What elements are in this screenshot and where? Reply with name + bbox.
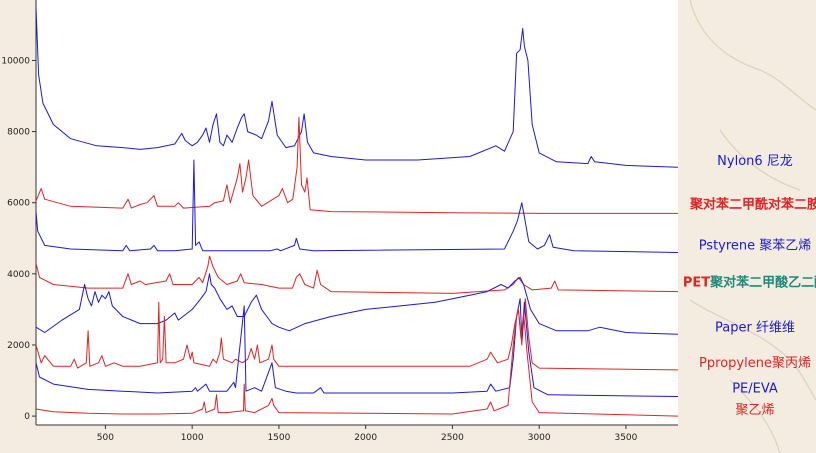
series-line-4 [35, 255, 679, 294]
series-label-part: Nylon6 尼龙 [717, 154, 793, 169]
series-line-5 [35, 273, 679, 335]
y-tick-label: 6000 [7, 199, 30, 209]
series-label-7: PE/EVA [732, 382, 778, 397]
plot-area [36, 0, 678, 425]
series-label-4: PET聚对苯二甲酸乙二酯 [683, 275, 816, 291]
series-line-7 [35, 298, 679, 397]
series-line-2 [35, 116, 678, 214]
series-label-part: Pstyrene 聚苯乙烯 [699, 239, 812, 254]
series-line-6 [35, 298, 679, 371]
x-tick-label: 1000 [181, 433, 204, 443]
y-tick-label: 8000 [7, 128, 30, 138]
y-tick-label: 2000 [7, 341, 30, 351]
decorative-branches [689, 0, 816, 453]
series-line-1 [35, 7, 679, 168]
series-line-8 [35, 308, 679, 417]
x-tick-label: 2000 [354, 433, 377, 443]
series-label-part: Paper 纤维维 [715, 320, 795, 335]
series-line-3 [35, 159, 679, 253]
series-label-part: Ppropylene聚丙烯 [699, 356, 811, 371]
series-label-part: 聚对苯二甲酰对苯二胺 [689, 196, 816, 212]
series-label-part: PE/EVA [732, 382, 778, 397]
series-label-8: 聚乙烯 [735, 403, 774, 418]
x-tick-label: 1500 [267, 433, 290, 443]
x-tick-label: 3000 [528, 433, 551, 443]
series-label-part: PET [683, 276, 710, 291]
series-label-1: Nylon6 尼龙 [717, 154, 793, 169]
series-label-3: Pstyrene 聚苯乙烯 [699, 239, 812, 254]
x-tick-label: 500 [97, 433, 114, 443]
y-tick-label: 0 [24, 412, 30, 422]
y-tick-label: 4000 [7, 270, 30, 280]
traces [35, 7, 679, 417]
series-label-part: 聚对苯二甲酸乙二酯 [709, 275, 816, 291]
series-label-2: 聚对苯二甲酰对苯二胺 [689, 196, 816, 212]
series-label-part: 聚乙烯 [735, 403, 774, 418]
x-tick-label: 3500 [614, 433, 637, 443]
x-tick-label: 2500 [441, 433, 464, 443]
series-label-5: Paper 纤维维 [715, 320, 795, 335]
y-tick-label: 10000 [1, 56, 30, 66]
series-label-6: Ppropylene聚丙烯 [699, 356, 811, 371]
